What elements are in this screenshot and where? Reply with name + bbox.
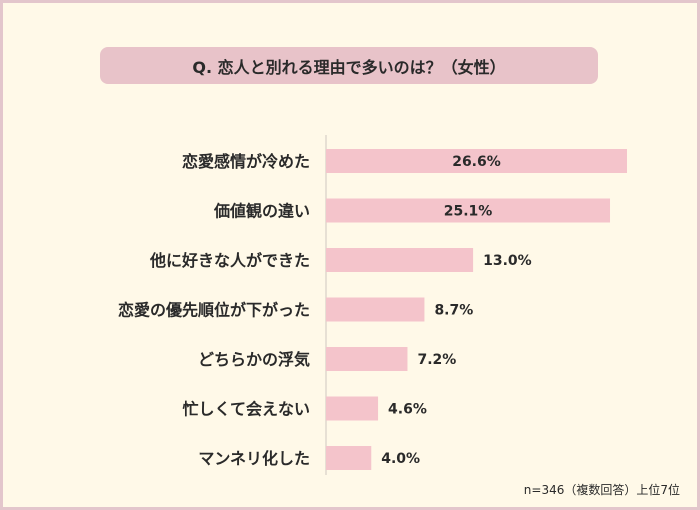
category-label-2: 他に好きな人ができた: [149, 251, 310, 270]
category-label-5: 忙しくて会えない: [182, 400, 310, 419]
value-label-4: 7.2%: [417, 352, 456, 368]
bar-4: [326, 347, 408, 371]
value-label-0: 26.6%: [452, 154, 501, 170]
chart-title: Q. 恋人と別れる理由で多いのは？（女性）: [100, 47, 598, 84]
value-label-6: 4.0%: [381, 451, 420, 467]
category-label-4: どちらかの浮気: [198, 350, 310, 369]
value-label-3: 8.7%: [434, 303, 473, 319]
category-label-1: 価値観の違い: [213, 202, 310, 221]
category-label-3: 恋愛の優先順位が下がった: [118, 301, 310, 320]
value-label-1: 25.1%: [444, 204, 493, 220]
bar-2: [326, 248, 474, 272]
chart-note: n=346（複数回答）上位7位: [523, 483, 680, 497]
category-label-6: マンネリ化した: [198, 449, 310, 468]
bar-0: [326, 149, 627, 173]
bar-1: [326, 198, 611, 223]
bar-5: [326, 396, 379, 421]
value-label-5: 4.6%: [388, 402, 427, 418]
bar-6: [326, 446, 372, 470]
value-label-2: 13.0%: [483, 253, 532, 269]
bar-3: [326, 297, 425, 322]
category-label-0: 恋愛感情が冷めた: [182, 152, 310, 171]
